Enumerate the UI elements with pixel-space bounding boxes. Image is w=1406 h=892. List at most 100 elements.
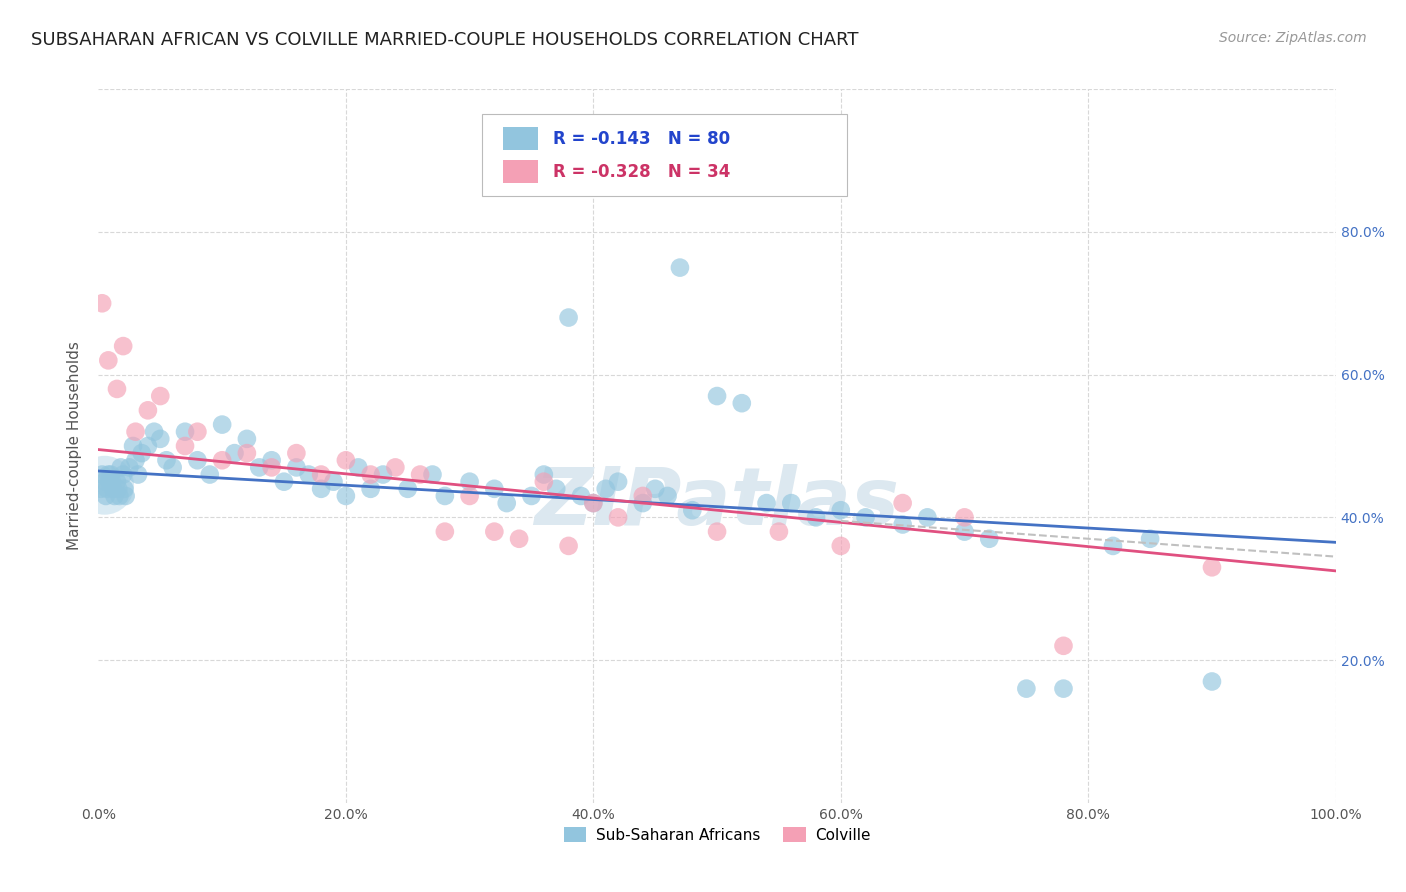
Point [136, 439, 159, 453]
Point [143, 425, 166, 439]
Point [631, 489, 654, 503]
Point [236, 446, 259, 460]
Point [533, 475, 555, 489]
Point [360, 467, 382, 482]
Point [607, 475, 630, 489]
Point [484, 524, 506, 539]
Point [1201, 560, 1223, 574]
Point [97, 353, 120, 368]
Point [953, 510, 976, 524]
Point [114, 489, 136, 503]
Point [595, 482, 617, 496]
Point [433, 524, 456, 539]
Point [96, 482, 118, 496]
Point [260, 453, 283, 467]
Point [149, 432, 172, 446]
Point [94, 489, 117, 503]
Point [458, 475, 481, 489]
Point [669, 260, 692, 275]
Point [422, 467, 444, 482]
Point [91, 296, 114, 310]
Point [768, 524, 790, 539]
Point [731, 396, 754, 410]
Point [124, 453, 146, 467]
FancyBboxPatch shape [503, 160, 537, 184]
Point [198, 467, 221, 482]
Text: R = -0.328   N = 34: R = -0.328 N = 34 [553, 162, 730, 181]
Point [105, 382, 128, 396]
Point [174, 425, 197, 439]
Point [174, 439, 197, 453]
Point [260, 460, 283, 475]
Point [122, 439, 145, 453]
Point [112, 467, 135, 482]
Y-axis label: Married-couple Households: Married-couple Households [67, 342, 83, 550]
Point [273, 475, 295, 489]
Point [681, 503, 703, 517]
Text: Source: ZipAtlas.com: Source: ZipAtlas.com [1219, 31, 1367, 45]
Point [1052, 681, 1074, 696]
Point [91, 467, 114, 482]
Point [855, 510, 877, 524]
Point [1052, 639, 1074, 653]
Point [657, 489, 679, 503]
Point [110, 460, 132, 475]
Point [107, 482, 129, 496]
Point [131, 446, 153, 460]
Point [93, 478, 115, 492]
Point [285, 460, 308, 475]
Legend: Sub-Saharan Africans, Colville: Sub-Saharan Africans, Colville [557, 821, 877, 848]
FancyBboxPatch shape [503, 127, 537, 151]
Point [458, 489, 481, 503]
Point [105, 475, 128, 489]
Point [508, 532, 530, 546]
Point [546, 482, 568, 496]
Point [162, 460, 184, 475]
Point [644, 482, 666, 496]
Point [396, 482, 419, 496]
Point [1102, 539, 1125, 553]
Text: R = -0.143   N = 80: R = -0.143 N = 80 [553, 129, 730, 148]
Point [224, 446, 246, 460]
Point [582, 496, 605, 510]
Point [347, 460, 370, 475]
Point [103, 489, 125, 503]
Point [830, 539, 852, 553]
Point [804, 510, 827, 524]
Point [112, 339, 135, 353]
Point [409, 467, 432, 482]
Point [247, 460, 270, 475]
Point [830, 503, 852, 517]
Point [569, 489, 592, 503]
Point [118, 460, 141, 475]
Point [631, 496, 654, 510]
Point [1015, 681, 1038, 696]
Point [211, 453, 233, 467]
Point [953, 524, 976, 539]
Point [322, 475, 344, 489]
Point [495, 496, 517, 510]
Point [780, 496, 803, 510]
Point [706, 389, 728, 403]
Point [533, 467, 555, 482]
Point [186, 453, 208, 467]
Point [484, 482, 506, 496]
Point [90, 482, 112, 496]
Point [127, 467, 149, 482]
Point [98, 475, 121, 489]
Point [108, 489, 131, 503]
Point [384, 460, 406, 475]
Point [100, 467, 122, 482]
Point [360, 482, 382, 496]
Point [101, 475, 124, 489]
Point [93, 475, 115, 489]
Point [236, 432, 259, 446]
Point [891, 496, 914, 510]
Point [557, 539, 579, 553]
Point [755, 496, 778, 510]
Point [1139, 532, 1161, 546]
Point [371, 467, 394, 482]
Point [309, 482, 332, 496]
FancyBboxPatch shape [482, 114, 846, 196]
Point [97, 467, 120, 482]
